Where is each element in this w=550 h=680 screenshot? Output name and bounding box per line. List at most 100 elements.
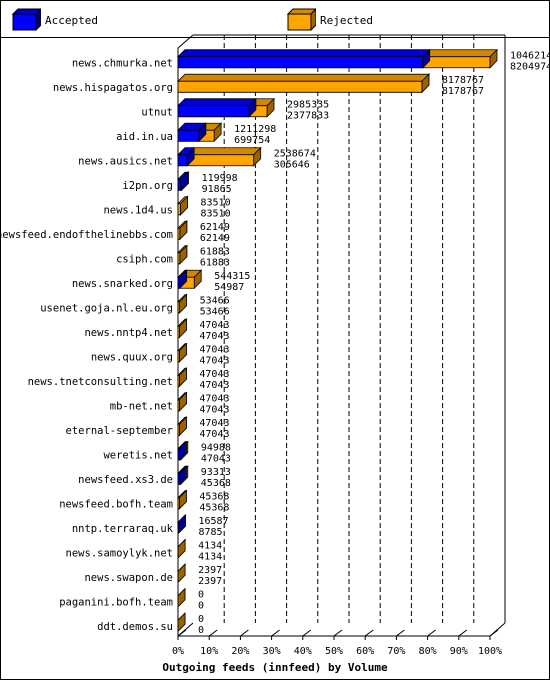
bar-accepted [177, 97, 257, 118]
bar-rejected [177, 538, 187, 559]
data-label-rejected: 47043 [199, 369, 229, 380]
bar-accepted [177, 122, 207, 143]
x-tick-label: 20% [231, 646, 249, 657]
x-tick [427, 629, 436, 637]
data-label-accepted: 47043 [199, 404, 229, 415]
grid-lines [193, 34, 506, 623]
floor-edge-top [177, 34, 194, 49]
data-label-accepted: 2397 [198, 576, 222, 587]
category-label: usenet.goja.nl.eu.org [40, 302, 173, 314]
data-label-accepted: 83510 [200, 208, 230, 219]
x-tick [302, 629, 312, 637]
data-label-accepted: 45368 [199, 502, 229, 513]
bar-rejected [177, 342, 188, 363]
bars [177, 48, 498, 633]
rejected-swatch-icon [286, 8, 316, 31]
category-label: news.snarked.org [72, 278, 173, 290]
category-label: newsfeed.xs3.de [78, 474, 173, 486]
x-tick-label: 70% [387, 646, 405, 657]
x-tick-label: 60% [356, 646, 374, 657]
x-tick-label: 90% [450, 646, 468, 657]
data-label-rejected: 83510 [200, 197, 230, 208]
data-label-rejected: 93313 [201, 467, 231, 478]
category-label: eternal-september [66, 425, 173, 437]
data-label-rejected: 1211298 [234, 124, 276, 135]
data-label-rejected: 8178767 [442, 75, 484, 86]
bar-rejected [177, 587, 186, 608]
data-label-rejected: 47043 [199, 320, 229, 331]
data-label-rejected: 4134 [198, 540, 222, 551]
bar-rejected [177, 612, 186, 633]
data-label-rejected: 47043 [199, 418, 229, 429]
category-label: nntp.terraraq.uk [72, 523, 174, 535]
legend-accepted-label: Accepted [45, 14, 98, 27]
data-label-accepted: 8178767 [442, 86, 484, 97]
legend-rejected-label: Rejected [320, 14, 373, 27]
category-label: news.hispagatos.org [53, 82, 173, 94]
category-label: ddt.demos.su [97, 621, 173, 633]
bar-rejected [177, 563, 187, 584]
x-tick-label: 80% [419, 646, 437, 657]
data-label-rejected: 10462148 [510, 50, 549, 61]
x-tick-label: 0% [172, 646, 184, 657]
data-label-accepted: 8785 [198, 527, 222, 538]
category-label: aid.in.ua [116, 131, 173, 143]
data-label-accepted: 0 [198, 625, 204, 636]
bar-rejected [177, 318, 188, 339]
bar-accepted [177, 440, 188, 461]
bar-rejected [177, 293, 188, 314]
data-label-rejected: 47043 [199, 344, 229, 355]
x-tick [271, 629, 280, 637]
bar-rejected [177, 489, 188, 510]
data-label-accepted: 47043 [199, 380, 229, 391]
bar-rejected [177, 391, 188, 412]
x-tick [489, 629, 499, 637]
category-label: news.samoylyk.net [66, 547, 173, 559]
x-tick-label: 10% [200, 646, 218, 657]
x-tick [208, 629, 218, 637]
bar-accepted [177, 465, 188, 486]
data-label-rejected: 0 [198, 589, 204, 600]
bar-rejected [177, 244, 188, 265]
accepted-swatch-icon [11, 8, 41, 31]
x-tick [396, 629, 405, 637]
data-label-rejected: 2538674 [274, 148, 316, 159]
data-label-rejected: 544315 [214, 271, 250, 282]
data-label-rejected: 2985335 [287, 99, 329, 110]
category-label: news.ausics.net [78, 155, 173, 167]
data-label-rejected: 62149 [200, 222, 230, 233]
category-label: news.tnetconsulting.net [28, 376, 173, 388]
data-label-accepted: 53466 [200, 306, 230, 317]
bar-rejected [177, 195, 189, 216]
data-label-rejected: 0 [198, 614, 204, 625]
axes: 0% 10% 20% 30% 40% 50% 60% 70% 80% 90% 100% [172, 34, 506, 657]
data-label-rejected: 45368 [199, 491, 229, 502]
category-label: news.chmurka.net [72, 57, 173, 69]
data-label-accepted: 47043 [199, 355, 229, 366]
data-label-accepted: 45368 [201, 478, 231, 489]
bar-rejected [177, 416, 188, 437]
x-tick [177, 629, 187, 637]
bar-accepted [177, 48, 431, 69]
data-label-rejected: 94988 [201, 442, 231, 453]
category-label: mb-net.net [110, 400, 173, 412]
category-label: i2pn.org [122, 180, 173, 192]
bar-accepted [177, 269, 188, 290]
x-tick-label: 50% [325, 646, 343, 657]
category-label: newsfeed.bofh.team [59, 498, 173, 510]
data-label-rejected: 2397 [198, 565, 222, 576]
x-tick-label: 30% [263, 646, 281, 657]
category-label: news.nntp4.net [84, 327, 173, 339]
data-label-accepted: 47043 [199, 331, 229, 342]
bar-rejected [177, 73, 430, 94]
data-label-accepted: 54987 [214, 282, 244, 293]
data-label-accepted: 91865 [202, 184, 232, 195]
category-label: utnut [141, 106, 173, 118]
data-label-accepted: 47043 [199, 429, 229, 440]
data-label-accepted: 305646 [274, 159, 310, 170]
category-label: newsfeed.endofthelinebbs.com [1, 229, 173, 241]
data-label-rejected: 47043 [199, 393, 229, 404]
data-label-rejected: 61883 [200, 246, 230, 257]
data-label-accepted: 0 [198, 600, 204, 611]
